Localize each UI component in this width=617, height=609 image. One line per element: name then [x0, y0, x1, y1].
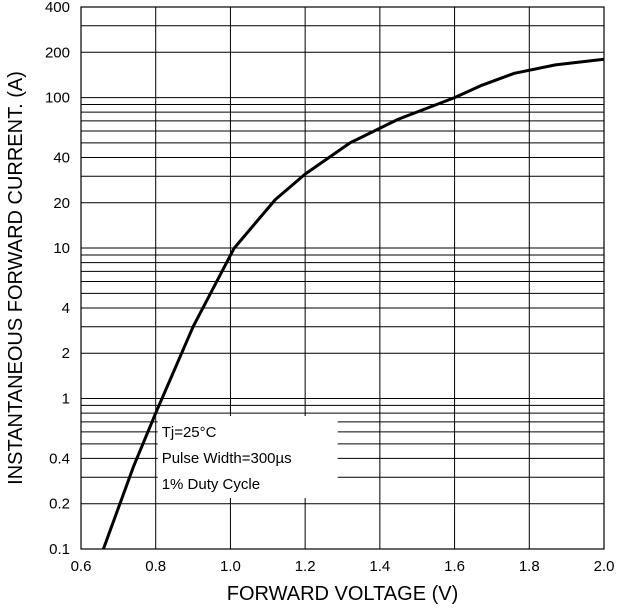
curve-layer	[101, 57, 605, 550]
y-axis-title: INSTANTANEOUS FORWARD CURRENT. (A)	[5, 71, 27, 485]
y-tick-label: 200	[45, 44, 70, 61]
annotation-line: Tj=25°C	[162, 424, 217, 441]
y-tick-label: 20	[53, 195, 70, 212]
y-tick-label: 40	[53, 149, 70, 166]
conditions-annotation: Tj=25°C Pulse Width=300µs 1% Duty Cycle	[157, 415, 338, 498]
y-tick-label: 100	[45, 90, 70, 107]
y-tick-label: 400	[45, 0, 70, 16]
x-tick-label: 1.6	[444, 558, 465, 575]
y-tick-label: 2	[62, 345, 70, 362]
x-tick-label: 0.6	[71, 558, 92, 575]
y-tick-label: 1	[62, 391, 70, 408]
x-tick-label: 1.2	[295, 558, 316, 575]
annotation-line: 1% Duty Cycle	[162, 476, 260, 493]
plot-frame	[80, 6, 605, 550]
annotation-line: Pulse Width=300µs	[162, 450, 292, 467]
x-tick-label: 1.0	[220, 558, 241, 575]
y-tick-label: 0.1	[49, 541, 70, 558]
annotation-background	[157, 415, 338, 498]
y-tick-label: 0.2	[49, 496, 70, 513]
x-axis-title: FORWARD VOLTAGE (V)	[227, 583, 459, 605]
x-tick-label: 1.8	[519, 558, 540, 575]
x-tick-label: 0.8	[145, 558, 166, 575]
x-tick-labels: 0.6 0.8 1.0 1.2 1.4 1.6 1.8 2.0	[71, 558, 615, 575]
forward-current-curve	[101, 57, 605, 550]
x-tick-label: 1.4	[369, 558, 390, 575]
y-tick-label: 4	[62, 300, 70, 317]
x-tick-label: 2.0	[594, 558, 615, 575]
y-tick-labels: 400 200 100 40 20 10 4 2 1 0.4 0.2 0.1	[45, 0, 70, 558]
y-tick-label: 0.4	[49, 450, 70, 467]
y-tick-label: 10	[53, 240, 70, 257]
